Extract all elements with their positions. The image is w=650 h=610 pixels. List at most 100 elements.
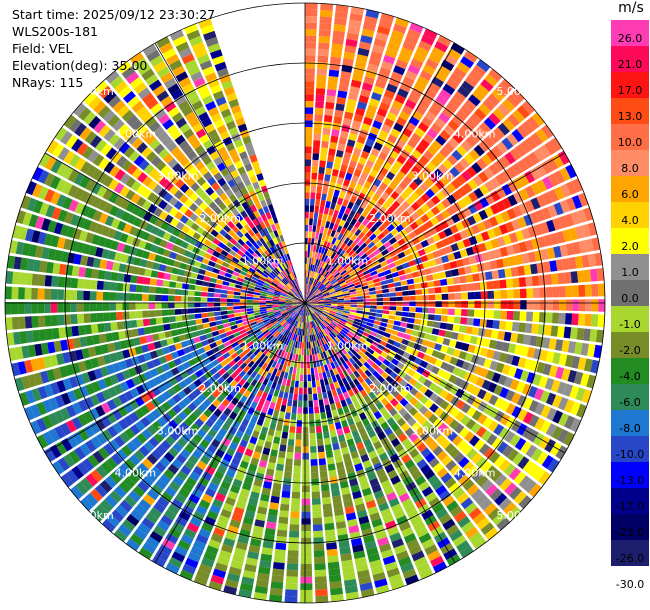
- range-gate: [82, 458, 95, 472]
- range-gate: [220, 480, 231, 491]
- range-gate: [247, 313, 255, 318]
- range-gate: [305, 22, 317, 30]
- range-gate: [477, 401, 488, 412]
- range-gate: [488, 163, 500, 176]
- range-gate: [517, 456, 530, 470]
- range-gate: [339, 413, 347, 422]
- range-gate: [332, 367, 339, 376]
- range-gate: [439, 389, 449, 399]
- range-gate: [55, 441, 68, 455]
- range-gate: [89, 488, 103, 502]
- range-gate: [474, 108, 487, 121]
- range-gate: [318, 253, 324, 261]
- range-gate: [44, 288, 52, 300]
- range-gate: [447, 253, 456, 262]
- range-gate: [422, 133, 434, 144]
- range-gate: [258, 368, 265, 376]
- range-gate: [311, 498, 321, 506]
- range-gate: [411, 251, 420, 259]
- range-gate: [439, 129, 451, 141]
- range-gate: [145, 260, 154, 269]
- range-gate: [494, 492, 508, 506]
- range-gate: [291, 301, 299, 303]
- range-gate: [315, 88, 326, 96]
- range-gate: [85, 492, 99, 507]
- range-gate: [291, 353, 296, 361]
- range-gate: [73, 388, 83, 401]
- range-gate: [311, 278, 316, 286]
- range-gate: [288, 332, 293, 340]
- range-gate: [408, 259, 416, 267]
- range-gate: [11, 316, 20, 330]
- range-gate: [488, 339, 497, 349]
- range-gate: [447, 119, 460, 131]
- range-gate: [325, 350, 331, 358]
- range-gate: [419, 395, 429, 405]
- range-gate: [256, 281, 264, 287]
- range-gate: [369, 477, 380, 487]
- range-gate: [323, 378, 329, 386]
- range-gate: [229, 411, 238, 421]
- range-gate: [522, 411, 534, 425]
- range-gate: [328, 574, 342, 583]
- range-gate: [380, 322, 388, 328]
- range-gate: [442, 107, 454, 119]
- range-gate: [461, 300, 469, 308]
- range-gate: [472, 536, 487, 550]
- range-gate: [527, 251, 537, 263]
- range-gate: [228, 249, 237, 257]
- range-gate: [334, 11, 348, 20]
- range-gate: [63, 211, 74, 224]
- range-gate: [109, 302, 117, 311]
- range-gate: [231, 457, 241, 466]
- range-gate: [344, 304, 351, 307]
- range-gate: [305, 42, 317, 49]
- range-gate: [333, 415, 340, 424]
- range-gate: [74, 157, 87, 171]
- range-gate: [257, 247, 264, 255]
- range-gate: [319, 323, 325, 330]
- range-gate: [283, 277, 289, 284]
- range-gate: [529, 211, 540, 224]
- range-gate: [159, 456, 171, 468]
- range-gate: [355, 257, 363, 264]
- range-gate: [337, 305, 344, 309]
- range-gate: [487, 382, 498, 393]
- range-gate: [298, 335, 301, 342]
- range-gate: [136, 319, 144, 328]
- range-gate: [293, 305, 300, 309]
- range-gate: [13, 256, 22, 270]
- range-gate: [456, 61, 471, 74]
- range-gate: [349, 291, 357, 295]
- range-gate: [381, 145, 391, 155]
- range-gate: [478, 209, 489, 221]
- range-gate: [326, 542, 338, 550]
- range-gate: [270, 317, 277, 322]
- range-gate: [379, 101, 390, 112]
- range-gate: [329, 323, 336, 329]
- range-gate: [493, 159, 505, 172]
- range-gate: [320, 352, 325, 360]
- range-gate: [393, 160, 403, 170]
- range-gate: [375, 333, 384, 340]
- range-gate: [220, 298, 227, 302]
- range-gate: [214, 433, 224, 443]
- range-gate: [168, 447, 179, 458]
- range-gate: [454, 377, 464, 387]
- range-gate: [380, 549, 394, 559]
- range-gate: [314, 373, 320, 381]
- range-gate: [287, 317, 293, 323]
- range-gate: [338, 83, 349, 92]
- range-gate: [126, 514, 140, 527]
- range-gate: [517, 265, 525, 276]
- range-gate: [229, 260, 238, 267]
- range-gate: [401, 316, 409, 323]
- range-gate: [319, 285, 325, 291]
- range-gate: [581, 223, 591, 238]
- range-gate: [253, 478, 263, 487]
- range-gate: [194, 355, 203, 364]
- range-gate: [363, 328, 372, 334]
- range-gate: [225, 344, 234, 352]
- range-gate: [440, 278, 448, 286]
- range-gate: [305, 224, 309, 232]
